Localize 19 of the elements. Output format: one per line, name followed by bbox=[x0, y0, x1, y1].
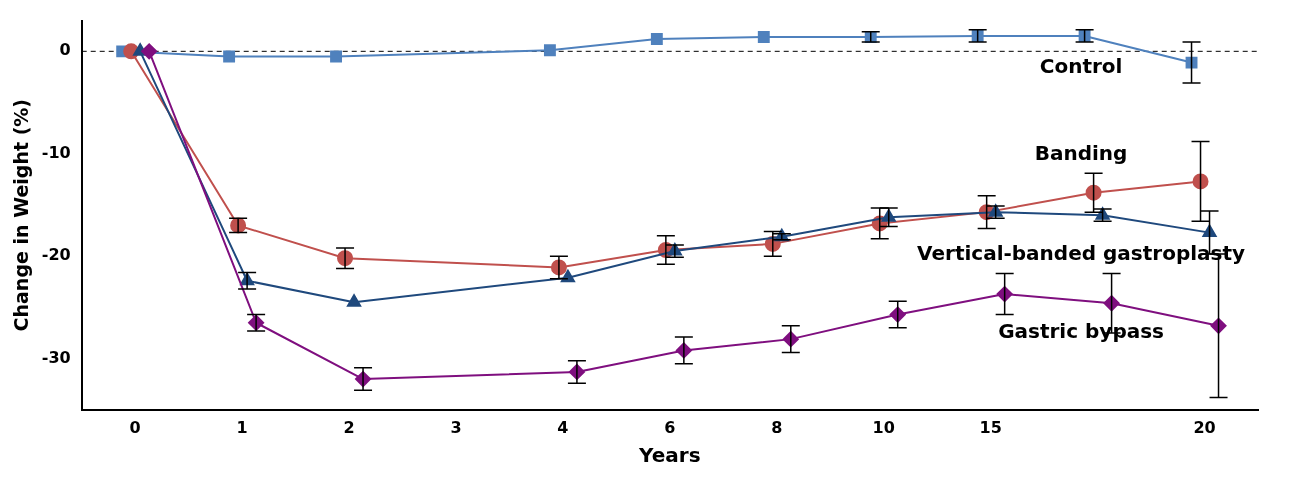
x-axis-title: Years bbox=[638, 443, 701, 468]
series-label: Gastric bypass bbox=[998, 319, 1165, 344]
y-axis-title: Change in Weight (%) bbox=[10, 98, 33, 332]
x-tick-label: 6 bbox=[664, 417, 676, 437]
x-tick-label: 3 bbox=[450, 417, 462, 437]
x-tick-label: 10 bbox=[872, 417, 895, 437]
y-tick-label: 0 bbox=[59, 40, 71, 60]
x-tick-label: 20 bbox=[1193, 417, 1216, 437]
x-tick-label: 4 bbox=[557, 417, 569, 437]
series-label: Control bbox=[1039, 54, 1123, 79]
x-tick-label: 2 bbox=[343, 417, 355, 437]
y-tick-label: -20 bbox=[41, 245, 71, 265]
series-label: Banding bbox=[1034, 140, 1128, 165]
y-tick-label: -10 bbox=[41, 142, 71, 162]
x-tick-label: 1 bbox=[236, 417, 248, 437]
x-tick-label: 8 bbox=[771, 417, 783, 437]
y-tick-label: -30 bbox=[41, 347, 71, 367]
x-tick-label: 15 bbox=[979, 417, 1002, 437]
x-tick-label: 0 bbox=[129, 417, 141, 437]
